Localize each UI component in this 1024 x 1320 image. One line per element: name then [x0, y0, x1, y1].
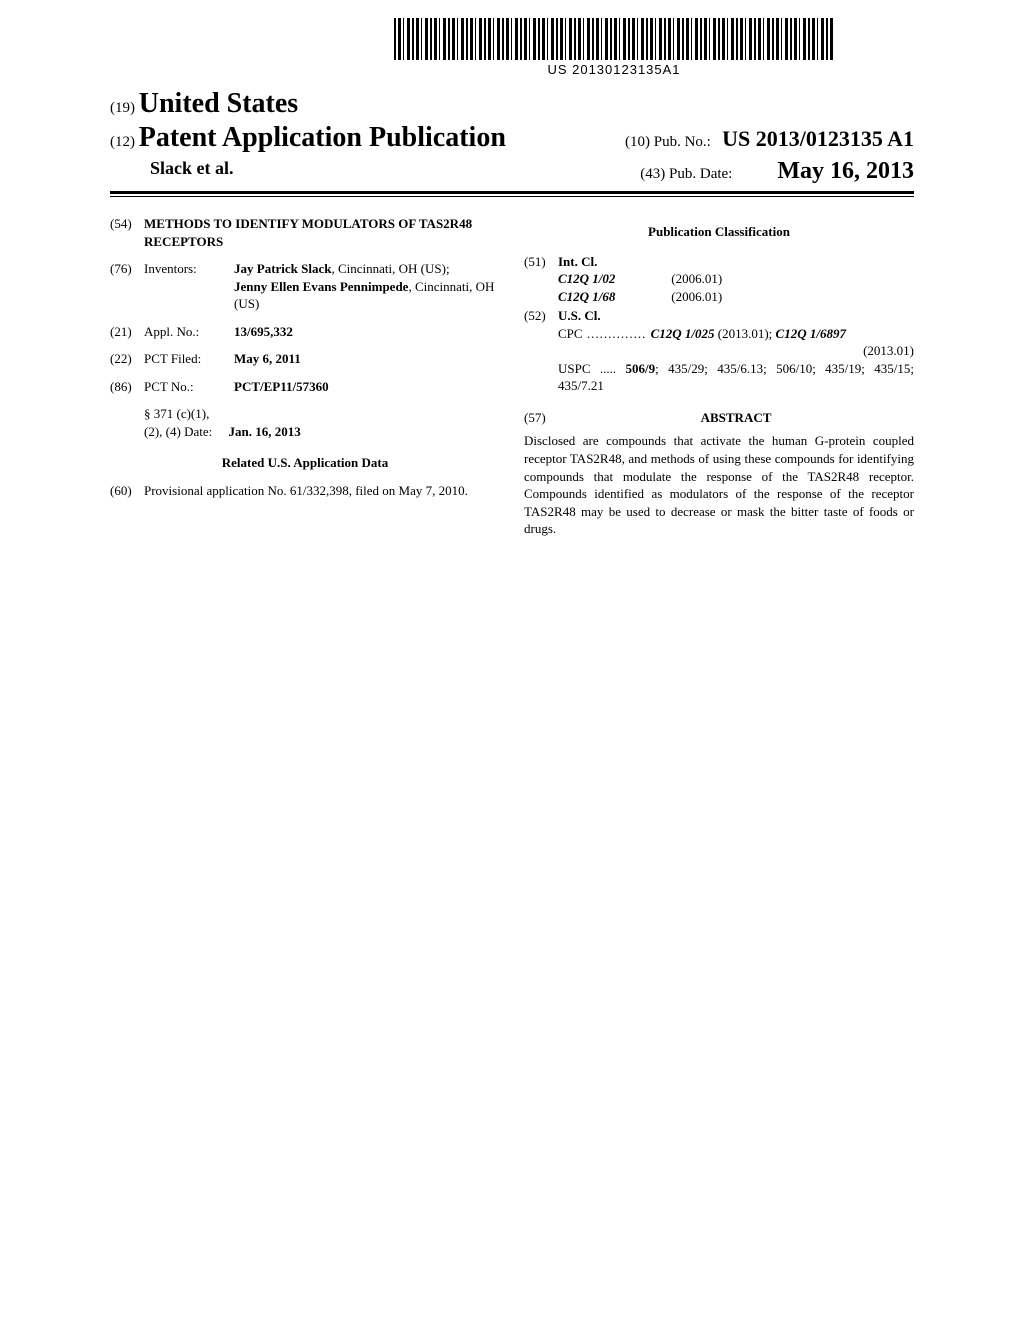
- pctno-value: PCT/EP11/57360: [234, 378, 500, 396]
- header-line-country: (19) United States: [110, 88, 914, 120]
- code-86: (86): [110, 378, 144, 396]
- divider-thin: [110, 196, 914, 197]
- code-43: (43): [640, 166, 665, 182]
- inventors-list: Jay Patrick Slack, Cincinnati, OH (US); …: [234, 260, 500, 313]
- related-app-heading: Related U.S. Application Data: [110, 454, 500, 472]
- classification-heading: Publication Classification: [524, 223, 914, 241]
- pubno-value: US 2013/0123135 A1: [722, 126, 914, 151]
- barcode-text: US 20130123135A1: [394, 62, 834, 77]
- applno-value: 13/695,332: [234, 323, 500, 341]
- inventor-2-name: Jenny Ellen Evans Pennimpede: [234, 279, 408, 294]
- code-21: (21): [110, 323, 144, 341]
- s371-line1: § 371 (c)(1),: [144, 405, 500, 423]
- cpc-line: CPC C12Q 1/025 (2013.01); C12Q 1/6897: [558, 325, 914, 343]
- invention-title: METHODS TO IDENTIFY MODULATORS OF TAS2R4…: [144, 215, 500, 250]
- provisional-text: Provisional application No. 61/332,398, …: [144, 482, 500, 500]
- field-inventors: (76) Inventors: Jay Patrick Slack, Cinci…: [110, 260, 500, 313]
- body-columns: (54) METHODS TO IDENTIFY MODULATORS OF T…: [110, 215, 914, 538]
- pctfiled-value: May 6, 2011: [234, 350, 500, 368]
- pubdate-label: Pub. Date:: [669, 166, 732, 182]
- intcl-label: Int. Cl.: [558, 253, 914, 271]
- code-57: (57): [524, 409, 558, 427]
- uspc-label: USPC: [558, 361, 591, 376]
- authors: Slack et al.: [110, 158, 234, 185]
- cpc-label: CPC: [558, 326, 583, 341]
- code-19: (19): [110, 100, 135, 116]
- inventors-label: Inventors:: [144, 260, 234, 313]
- header-line-kind-pubno: (12) Patent Application Publication (10)…: [110, 122, 914, 154]
- s371-line2: (2), (4) Date:: [144, 424, 212, 439]
- code-52: (52): [524, 307, 558, 395]
- header-kind: (12) Patent Application Publication: [110, 122, 506, 154]
- field-s371: § 371 (c)(1), (2), (4) Date: Jan. 16, 20…: [110, 405, 500, 440]
- s371-spacer: [110, 405, 144, 440]
- left-column: (54) METHODS TO IDENTIFY MODULATORS OF T…: [110, 215, 500, 538]
- cpc-val-2-year: (2013.01): [558, 342, 914, 360]
- cpc-dots-icon: [583, 326, 651, 341]
- s371-block: § 371 (c)(1), (2), (4) Date: Jan. 16, 20…: [144, 405, 500, 440]
- header-pubno: (10) Pub. No.: US 2013/0123135 A1: [625, 126, 914, 152]
- field-applno: (21) Appl. No.: 13/695,332: [110, 323, 500, 341]
- field-uscl: (52) U.S. Cl. CPC C12Q 1/025 (2013.01); C…: [524, 307, 914, 395]
- inventor-1-loc: , Cincinnati, OH (US);: [332, 261, 450, 276]
- document-header: (19) United States (12) Patent Applicati…: [110, 88, 914, 197]
- uscl-label: U.S. Cl.: [558, 307, 914, 325]
- field-abstract-heading: (57) ABSTRACT: [524, 409, 914, 427]
- pctno-label: PCT No.:: [144, 378, 234, 396]
- header-pubdate: (43) Pub. Date: May 16, 2013: [640, 158, 914, 185]
- intcl-row-1: C12Q 1/02 (2006.01): [558, 270, 914, 288]
- code-54: (54): [110, 215, 144, 250]
- header-line-authors-date: Slack et al. (43) Pub. Date: May 16, 201…: [110, 158, 914, 185]
- s371-line2-row: (2), (4) Date: Jan. 16, 2013: [144, 423, 500, 441]
- code-12: (12): [110, 134, 135, 150]
- field-provisional: (60) Provisional application No. 61/332,…: [110, 482, 500, 500]
- cpc-val-1-year: (2013.01);: [715, 326, 776, 341]
- cpc-val-1: C12Q 1/025: [651, 326, 715, 341]
- applno-label: Appl. No.:: [144, 323, 234, 341]
- intcl-block: Int. Cl. C12Q 1/02 (2006.01) C12Q 1/68 (…: [558, 253, 914, 306]
- pubno-label: Pub. No.:: [654, 134, 711, 150]
- code-10: (10): [625, 134, 650, 150]
- cpc-val-2: C12Q 1/6897: [776, 326, 846, 341]
- right-column: Publication Classification (51) Int. Cl.…: [524, 215, 914, 538]
- uspc-dots: .....: [591, 361, 626, 376]
- code-51: (51): [524, 253, 558, 306]
- field-pctno: (86) PCT No.: PCT/EP11/57360: [110, 378, 500, 396]
- inventor-1-name: Jay Patrick Slack: [234, 261, 332, 276]
- field-title: (54) METHODS TO IDENTIFY MODULATORS OF T…: [110, 215, 500, 250]
- code-60: (60): [110, 482, 144, 500]
- intcl-2-year: (2006.01): [671, 289, 722, 304]
- abstract-text: Disclosed are compounds that activate th…: [524, 432, 914, 537]
- field-intcl: (51) Int. Cl. C12Q 1/02 (2006.01) C12Q 1…: [524, 253, 914, 306]
- intcl-1-year: (2006.01): [671, 271, 722, 286]
- abstract-label: ABSTRACT: [558, 409, 914, 427]
- s371-date: Jan. 16, 2013: [228, 424, 300, 439]
- uspc-main: 506/9: [626, 361, 656, 376]
- intcl-2-code: C12Q 1/68: [558, 288, 668, 306]
- uspc-line: USPC ..... 506/9; 435/29; 435/6.13; 506/…: [558, 360, 914, 395]
- code-22: (22): [110, 350, 144, 368]
- intcl-1-code: C12Q 1/02: [558, 270, 668, 288]
- barcode-icon: [394, 18, 834, 60]
- pctfiled-label: PCT Filed:: [144, 350, 234, 368]
- divider-thick: [110, 191, 914, 194]
- intcl-row-2: C12Q 1/68 (2006.01): [558, 288, 914, 306]
- country-name: United States: [139, 88, 298, 119]
- publication-kind: Patent Application Publication: [139, 122, 506, 153]
- uscl-block: U.S. Cl. CPC C12Q 1/025 (2013.01); C12Q 1…: [558, 307, 914, 395]
- code-76: (76): [110, 260, 144, 313]
- barcode-block: US 20130123135A1: [394, 18, 834, 77]
- field-pctfiled: (22) PCT Filed: May 6, 2011: [110, 350, 500, 368]
- pubdate-value: May 16, 2013: [777, 158, 914, 184]
